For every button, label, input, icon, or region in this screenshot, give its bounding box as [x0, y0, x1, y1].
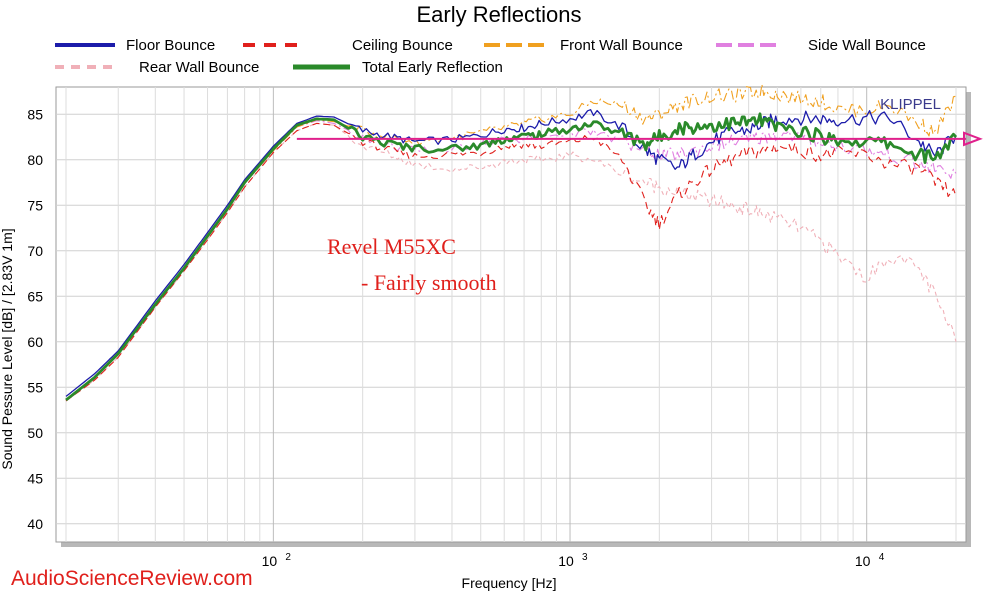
series-line-rear-wall-bounce: [65, 122, 957, 402]
x-tick-labels: 10 2 10 3 10 4: [262, 552, 885, 569]
legend-label: Front Wall Bounce: [560, 37, 683, 54]
legend-label: Ceiling Bounce: [352, 37, 453, 54]
y-axis-label: Sound Pessure Level [dB] / [2.83V 1m]: [0, 228, 15, 469]
y-tick-label: 60: [27, 334, 43, 350]
reference-arrow: [963, 131, 983, 147]
y-tick-label: 55: [27, 379, 43, 395]
legend-label: Rear Wall Bounce: [139, 59, 259, 76]
y-tick-label: 70: [27, 243, 43, 259]
reference-line: [296, 131, 983, 147]
legend-label: Side Wall Bounce: [808, 37, 926, 54]
y-tick-label: 75: [27, 197, 43, 213]
chart-title: Early Reflections: [416, 2, 581, 27]
x-axis-label: Frequency [Hz]: [462, 575, 557, 591]
grid: [56, 87, 966, 542]
y-tick-label: 65: [27, 288, 43, 304]
series-line-ceiling-bounce: [65, 122, 957, 402]
series-line-front-wall-bounce: [65, 83, 957, 401]
series-line-floor-bounce: [65, 109, 957, 397]
series-line-total-early-reflection: [65, 112, 958, 402]
y-tick-label: 85: [27, 106, 43, 122]
brand-label: KLIPPEL: [880, 96, 941, 113]
x-tick-exponent: 3: [582, 552, 588, 563]
y-tick-label: 40: [27, 516, 43, 532]
y-tick-label: 50: [27, 425, 43, 441]
series-lines: [65, 83, 958, 402]
watermark: AudioScienceReview.com: [11, 567, 253, 590]
y-tick-label: 80: [27, 152, 43, 168]
x-tick-label: 10: [558, 553, 574, 569]
annotation-comment: - Fairly smooth: [361, 270, 497, 295]
y-tick-labels: 40 45 50 55 60 65 70 75 80 85: [27, 106, 43, 532]
legend-label: Floor Bounce: [126, 37, 215, 54]
x-tick-label: 10: [262, 553, 278, 569]
annotation-model: Revel M55XC: [327, 234, 456, 259]
x-tick-exponent: 2: [285, 552, 291, 563]
x-tick-exponent: 4: [879, 552, 885, 563]
series-line-side-wall-bounce: [65, 120, 957, 401]
y-tick-label: 45: [27, 470, 43, 486]
legend-label: Total Early Reflection: [362, 59, 503, 76]
legend: Floor Bounce Ceiling Bounce Front Wall Bou…: [55, 37, 926, 76]
x-tick-label: 10: [855, 553, 871, 569]
